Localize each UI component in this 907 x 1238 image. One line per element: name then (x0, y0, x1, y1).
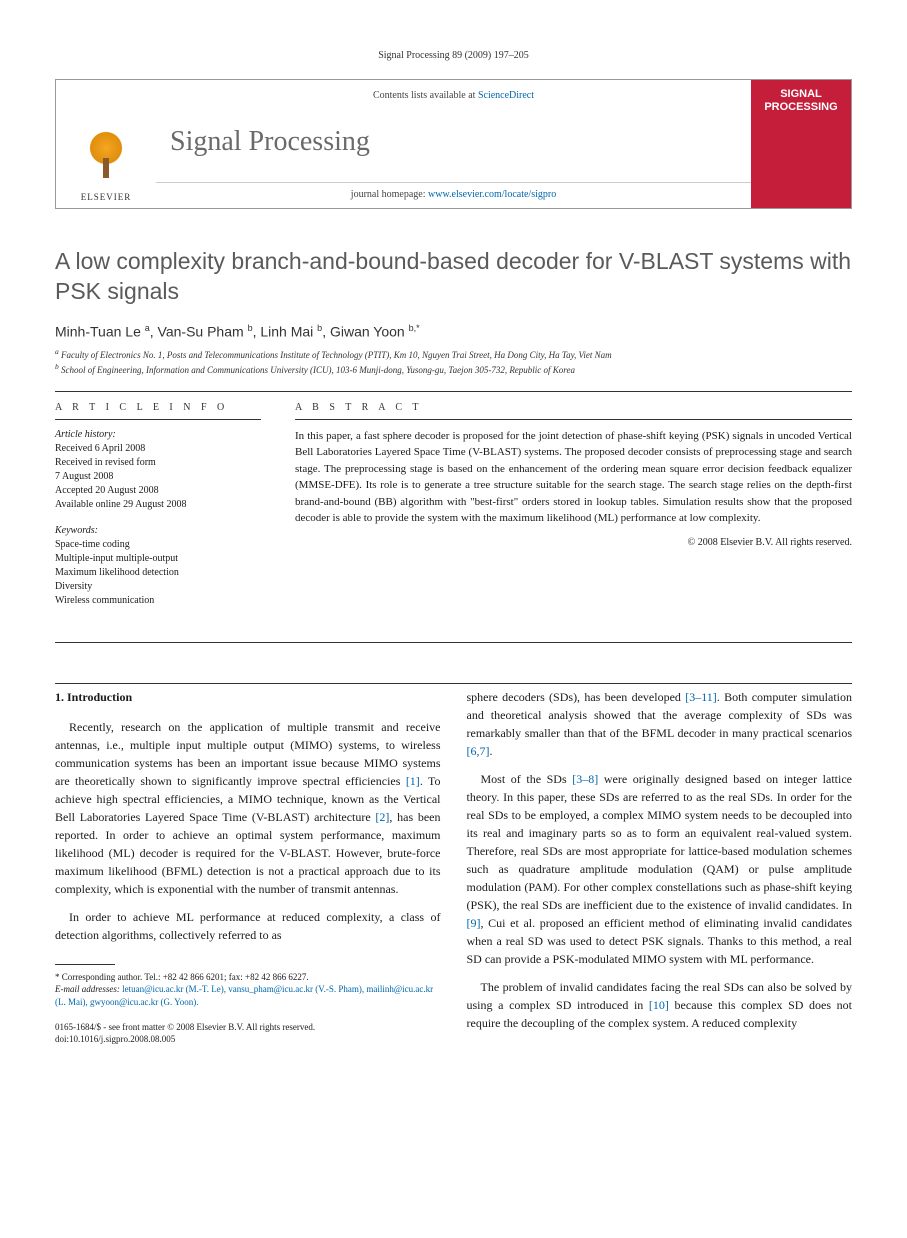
keyword: Space-time coding (55, 538, 261, 552)
article-info-column: A R T I C L E I N F O Article history: R… (55, 392, 275, 630)
body-paragraph: Most of the SDs [3–8] were originally de… (467, 770, 853, 968)
homepage-link[interactable]: www.elsevier.com/locate/sigpro (428, 189, 556, 200)
abstract-label: A B S T R A C T (295, 402, 852, 420)
author-list: Minh-Tuan Le a, Van-Su Pham b, Linh Mai … (55, 323, 852, 340)
elsevier-tree-icon (71, 118, 141, 188)
body-two-column: 1. Introduction Recently, research on th… (55, 683, 852, 1046)
citation-ref[interactable]: [10] (649, 998, 669, 1012)
keyword: Diversity (55, 580, 261, 594)
body-paragraph: Recently, research on the application of… (55, 718, 441, 898)
history-line: Accepted 20 August 2008 (55, 484, 261, 498)
abstract-column: A B S T R A C T In this paper, a fast sp… (275, 392, 852, 630)
right-column: sphere decoders (SDs), has been develope… (467, 688, 853, 1046)
journal-cover-thumbnail: SIGNAL PROCESSING (751, 80, 851, 208)
body-paragraph: The problem of invalid candidates facing… (467, 978, 853, 1032)
keyword: Multiple-input multiple-output (55, 552, 261, 566)
corresponding-author-note: * Corresponding author. Tel.: +82 42 866… (55, 971, 441, 984)
footnote-separator (55, 964, 115, 965)
affiliation-a: a Faculty of Electronics No. 1, Posts an… (55, 347, 852, 362)
keywords-head: Keywords: (55, 524, 261, 538)
doi-line: doi:10.1016/j.sigpro.2008.08.005 (55, 1034, 441, 1046)
history-line: 7 August 2008 (55, 470, 261, 484)
homepage-label: journal homepage: (351, 189, 428, 200)
citation-ref[interactable]: [6,7] (467, 744, 490, 758)
publisher-name: ELSEVIER (81, 192, 132, 202)
body-paragraph: In order to achieve ML performance at re… (55, 908, 441, 944)
abstract-copyright: © 2008 Elsevier B.V. All rights reserved… (295, 537, 852, 548)
left-column: 1. Introduction Recently, research on th… (55, 688, 441, 1046)
article-title: A low complexity branch-and-bound-based … (55, 247, 852, 307)
history-line: Received in revised form (55, 456, 261, 470)
history-head: Article history: (55, 428, 261, 442)
journal-homepage-line: journal homepage: www.elsevier.com/locat… (156, 182, 751, 200)
journal-masthead: ELSEVIER Contents lists available at Sci… (55, 79, 852, 209)
citation-ref[interactable]: [1] (406, 774, 420, 788)
cover-title: SIGNAL PROCESSING (755, 88, 847, 114)
copyright-footer: 0165-1684/$ - see front matter © 2008 El… (55, 1022, 441, 1034)
footnotes: * Corresponding author. Tel.: +82 42 866… (55, 971, 441, 1009)
front-matter-footer: 0165-1684/$ - see front matter © 2008 El… (55, 1022, 441, 1045)
publisher-logo-block: ELSEVIER (56, 80, 156, 208)
abstract-text: In this paper, a fast sphere decoder is … (295, 428, 852, 527)
contents-available-line: Contents lists available at ScienceDirec… (156, 90, 751, 101)
body-paragraph: sphere decoders (SDs), has been develope… (467, 688, 853, 760)
citation-ref[interactable]: [2] (375, 810, 389, 824)
journal-title: Signal Processing (156, 126, 751, 158)
affiliation-b: b School of Engineering, Information and… (55, 362, 852, 377)
affiliations: a Faculty of Electronics No. 1, Posts an… (55, 347, 852, 376)
running-header: Signal Processing 89 (2009) 197–205 (55, 50, 852, 61)
contents-text: Contents lists available at (373, 90, 478, 101)
keyword: Wireless communication (55, 594, 261, 608)
keywords-block: Keywords: Space-time codingMultiple-inpu… (55, 524, 261, 608)
section-heading: 1. Introduction (55, 688, 441, 706)
citation-ref[interactable]: [3–8] (572, 772, 598, 786)
email-addresses: E-mail addresses: letuan@icu.ac.kr (M.-T… (55, 983, 441, 1008)
history-line: Available online 29 August 2008 (55, 498, 261, 512)
article-history-block: Article history: Received 6 April 2008Re… (55, 428, 261, 512)
citation-ref[interactable]: [9] (467, 916, 481, 930)
history-line: Received 6 April 2008 (55, 442, 261, 456)
keyword: Maximum likelihood detection (55, 566, 261, 580)
sciencedirect-link[interactable]: ScienceDirect (478, 90, 534, 101)
citation-ref[interactable]: [3–11] (685, 690, 717, 704)
article-info-label: A R T I C L E I N F O (55, 402, 261, 420)
